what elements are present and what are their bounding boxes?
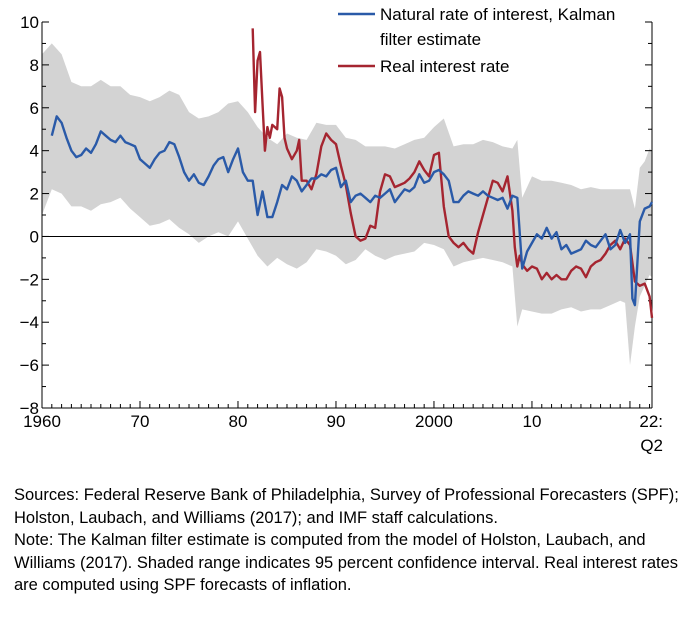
confidence-band-layer (42, 43, 652, 366)
y-tick-label: −4 (20, 313, 39, 332)
x-tick-label: 10 (522, 412, 541, 431)
y-tick-label: 2 (30, 185, 39, 204)
natural-rate-line (50, 115, 654, 307)
x-tick-label-line2: Q2 (640, 436, 663, 455)
x-tick-label: 22: (639, 412, 663, 431)
y-tick-label: 0 (30, 227, 39, 246)
series-layer (50, 28, 654, 319)
legend-natural-rate-label: filter estimate (380, 30, 481, 49)
sources-note: Sources: Federal Reserve Bank of Philade… (14, 486, 679, 527)
legend-natural-rate-label: Natural rate of interest, Kalman (380, 5, 615, 24)
x-tick-label: 80 (229, 412, 248, 431)
y-tick-label: 4 (30, 142, 39, 161)
confidence-band (42, 43, 652, 366)
y-tick-label: −6 (20, 356, 39, 375)
legend: Natural rate of interest, Kalman filter e… (338, 5, 615, 76)
x-tick-label: 2000 (415, 412, 453, 431)
y-tick-label: −2 (20, 270, 39, 289)
methodology-note: Note: The Kalman filter estimate is comp… (14, 531, 679, 594)
x-tick-label: 1960 (23, 412, 61, 431)
y-tick-label: −8 (20, 399, 39, 418)
y-tick-label: 8 (30, 56, 39, 75)
legend-real-rate-label: Real interest rate (380, 57, 509, 76)
x-tick-label: 90 (327, 412, 346, 431)
real-rate-line (251, 28, 654, 319)
x-tick-label: 70 (131, 412, 150, 431)
y-tick-label: 10 (20, 13, 39, 32)
chart-notes: Sources: Federal Reserve Bank of Philade… (14, 484, 682, 597)
y-tick-label: 6 (30, 99, 39, 118)
